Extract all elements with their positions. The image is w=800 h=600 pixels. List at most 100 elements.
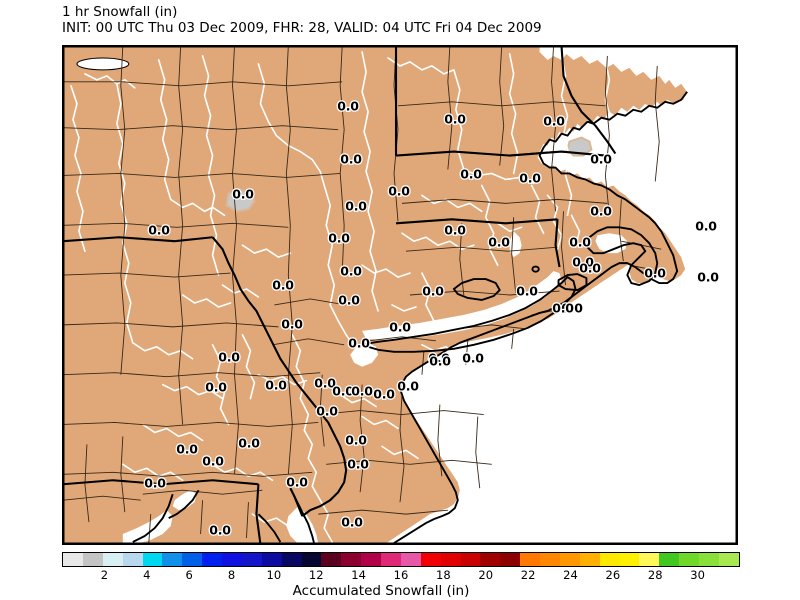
colorbar-tick: 8 — [227, 568, 236, 582]
colorbar-tick: 18 — [436, 568, 451, 582]
station-value-label: 0.0 — [217, 348, 241, 366]
colorbar-segment — [361, 553, 381, 566]
colorbar-segment — [142, 553, 163, 566]
colorbar-segment — [341, 553, 362, 566]
station-value-label: 0.0 — [568, 233, 592, 251]
colorbar-tick-labels: 2 4 6 8 10 12 14 16 18 20 22 24 26 28 30 — [62, 568, 740, 582]
colorbar-segment — [222, 553, 242, 566]
colorbar-tick: 16 — [393, 568, 409, 582]
station-value-label: 0.0 — [643, 264, 667, 282]
station-value-label: 0.0 — [443, 221, 467, 239]
colorbar-segment — [281, 553, 302, 566]
station-value-label: 0.0 — [443, 110, 467, 128]
colorbar-segment — [500, 553, 521, 566]
station-value-label: 0.0 — [175, 440, 199, 458]
station-value-label: 0.0 — [340, 513, 364, 531]
station-value-label: 0.0 — [589, 150, 613, 168]
colorbar-axis-label: Accumulated Snowfall (in) — [0, 583, 800, 599]
station-value-label: 0.0 — [487, 233, 511, 251]
colorbar[interactable] — [62, 552, 740, 567]
rivers-group — [70, 51, 615, 543]
station-value-label: 0.0 — [515, 282, 539, 300]
station-value-label: 0.0 — [271, 276, 295, 294]
station-value-label: 0.0 — [421, 282, 445, 300]
colorbar-segment — [520, 553, 540, 566]
colorbar-tick: 10 — [266, 568, 282, 582]
colorbar-segment — [619, 553, 640, 566]
station-value-label: 0.0 — [459, 165, 483, 183]
map-panel[interactable]: 0.0 0.0 0.0 0.0 0.0 0.0 0.0 0.0 0.0 0.0 0.0 0.0 0.0 0… — [62, 45, 738, 545]
station-value-label: 0.0 — [571, 253, 595, 271]
station-value-label: 0.0 — [396, 377, 420, 395]
station-value-label: 0.0 — [372, 385, 396, 403]
colorbar-segment — [82, 553, 103, 566]
water-delaware-bay — [286, 506, 319, 544]
station-value-label: 0.0 — [143, 474, 167, 492]
colorbar-segment — [679, 553, 699, 566]
station-value-label: 0.0 — [518, 169, 542, 187]
colorbar-segment — [162, 553, 183, 566]
station-value-label: 0.0 — [339, 262, 363, 280]
colorbar-axis-label-text: Accumulated Snowfall (in) — [292, 583, 470, 599]
colorbar-tick: 6 — [185, 568, 193, 582]
colorbar-tick: 22 — [520, 568, 536, 582]
colorbar-segment — [261, 553, 282, 566]
station-value-label: 0.0 — [315, 402, 339, 420]
colorbar-segment — [182, 553, 203, 566]
colorbar-segment — [460, 553, 481, 566]
colorbar-segment — [718, 553, 739, 566]
station-value-label: 0.0 — [208, 521, 232, 539]
colorbar-segment — [579, 553, 600, 566]
station-value-label: 0.0 — [551, 299, 575, 317]
colorbar-segment — [381, 553, 401, 566]
colorbar-segment — [599, 553, 620, 566]
station-value-label: 0.0 — [331, 382, 355, 400]
colorbar-tick: 30 — [690, 568, 705, 582]
station-value-label: 0.0 — [204, 378, 228, 396]
station-value-label: 0.0 — [231, 185, 255, 203]
station-value-label: 0.0 — [201, 452, 225, 470]
colorbar-segment — [321, 553, 342, 566]
colorbar-segment — [301, 553, 322, 566]
colorbar-tick: 28 — [647, 568, 663, 582]
water-cape-cod-bay — [595, 233, 628, 254]
station-value-label: 0.0 — [280, 315, 304, 333]
colorbar-segment — [202, 553, 222, 566]
water-lake-champlain — [76, 57, 130, 71]
water-chesapeake-arm — [172, 490, 197, 511]
colorbar-tick: 2 — [100, 568, 109, 582]
station-value-label: 0.0 — [313, 374, 337, 392]
station-value-label: 0.0 — [264, 376, 288, 394]
figure-subtitle: INIT: 00 UTC Thu 03 Dec 2009, FHR: 28, V… — [62, 20, 542, 36]
colorbar-segment — [540, 553, 560, 566]
map-geography — [63, 46, 737, 544]
station-value-label: 0.0 — [336, 97, 360, 115]
colorbar-tick: 24 — [563, 568, 578, 582]
urban-patches-group — [225, 136, 593, 213]
page-title: 1 hr Snowfall (in) — [62, 4, 178, 20]
colorbar-segment — [440, 553, 461, 566]
urban-patch-a — [225, 188, 256, 213]
county-lines-group — [63, 46, 662, 544]
station-value-label: 0.0 — [339, 150, 363, 168]
colorbar-tick: 12 — [308, 568, 324, 582]
colorbar-segment — [559, 553, 580, 566]
station-value-label: 0.0 — [347, 334, 371, 352]
station-value-label: 0.0 — [428, 352, 452, 370]
station-value-label: 0.0 — [696, 268, 720, 286]
colorbar-tick: 20 — [478, 568, 494, 582]
colorbar-segment — [659, 553, 680, 566]
station-value-label: 0.0 — [344, 431, 368, 449]
land-mainland — [63, 46, 688, 544]
colorbar-segment — [699, 553, 719, 566]
colorbar-segment — [400, 553, 421, 566]
water-new-york-harbor — [350, 342, 379, 367]
colorbar-tick: 26 — [605, 568, 621, 582]
colorbar-segment — [480, 553, 501, 566]
station-value-label: 0.0 — [427, 349, 451, 367]
colorbar-tick: 14 — [351, 568, 366, 582]
state-borders-group — [63, 46, 617, 544]
colorbar-segment — [420, 553, 441, 566]
colorbar-tick: 4 — [143, 568, 151, 582]
